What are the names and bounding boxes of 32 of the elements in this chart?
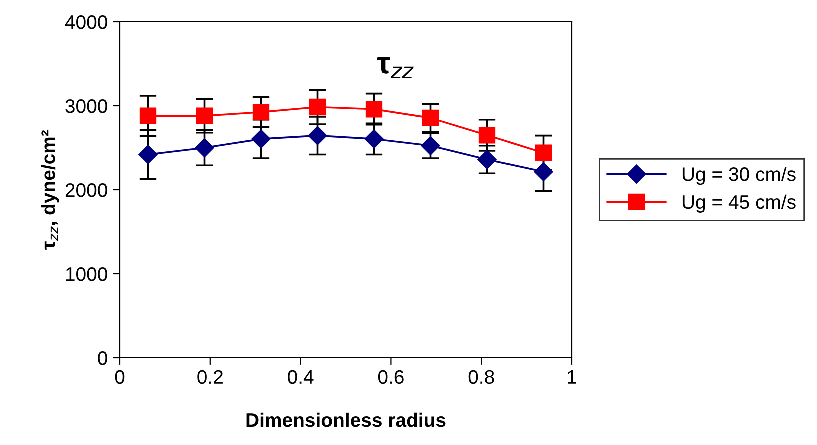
x-tick-label: 0.2 — [198, 370, 223, 384]
y-axis-title: τ$_{zz}$, dyne/cm² — [41, 130, 60, 250]
point — [366, 101, 383, 118]
point — [478, 127, 496, 144]
point — [138, 145, 158, 164]
point — [478, 150, 497, 170]
point — [422, 110, 440, 127]
point — [535, 144, 552, 162]
legend-label: Ug = 30 cm/s — [682, 167, 796, 186]
point — [195, 138, 214, 158]
x-tick-label: 1 — [568, 370, 576, 384]
text: τ$_{zz}$ — [377, 57, 414, 79]
legend-label: Ug = 45 cm/s — [682, 194, 796, 213]
point — [534, 162, 554, 182]
y-tick-label: 2000 — [66, 183, 108, 198]
point — [252, 130, 271, 149]
x-axis-title: Dimensionless radius — [246, 412, 446, 428]
point — [421, 136, 440, 156]
x-tick-label: 0.4 — [288, 370, 314, 384]
point — [309, 98, 326, 116]
y-tick-label: 3000 — [66, 99, 108, 114]
point — [252, 104, 270, 121]
x-tick-label: 0.6 — [378, 370, 404, 384]
x-tick-label: 0 — [115, 370, 125, 384]
y-tick-label: 0 — [98, 351, 108, 366]
point — [140, 108, 157, 124]
x-tick-label: 0.8 — [468, 370, 494, 384]
point — [308, 126, 328, 146]
y-tick-label: 1000 — [66, 267, 108, 282]
point — [196, 108, 214, 124]
y-tick-label: 4000 — [65, 15, 108, 30]
point — [364, 130, 384, 149]
